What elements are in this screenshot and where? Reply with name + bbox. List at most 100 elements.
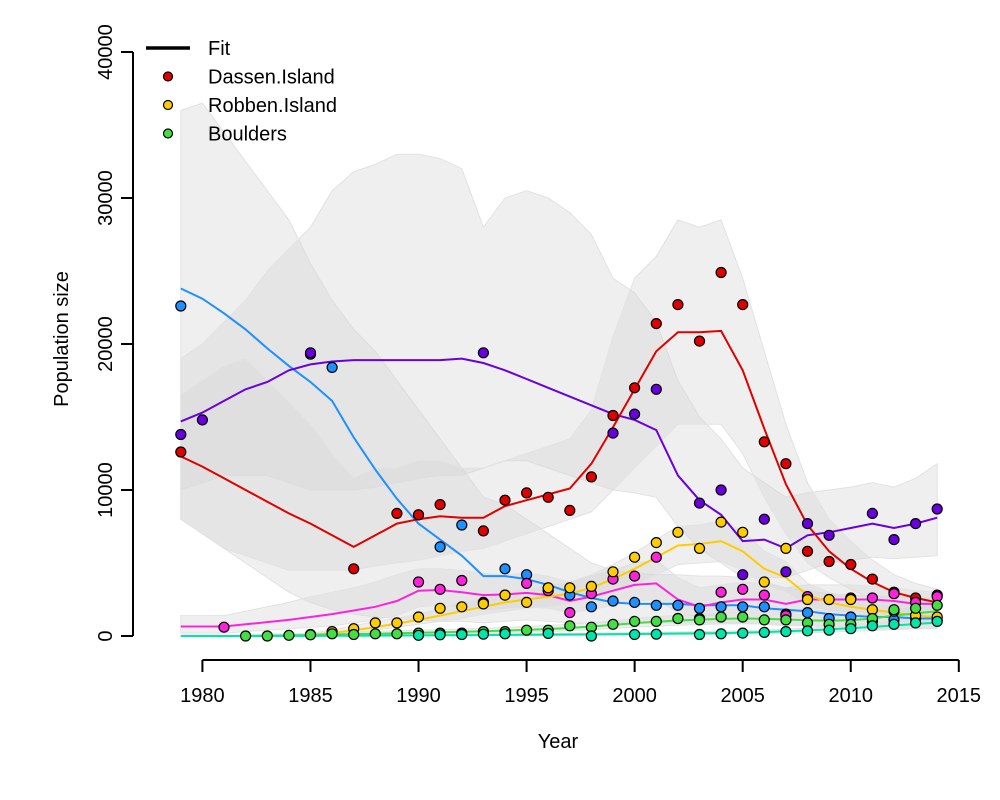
data-point-5-13 <box>564 582 576 594</box>
data-point-3-14 <box>650 318 662 330</box>
x-tick-label: 2015 <box>937 685 982 707</box>
data-point-6-3 <box>283 629 295 641</box>
data-point-2-5 <box>607 427 619 439</box>
data-point-7-2 <box>434 629 446 641</box>
x-tick-label: 1985 <box>288 685 333 707</box>
x-tick-label: 1980 <box>180 685 225 707</box>
data-point-6-22 <box>693 614 706 626</box>
data-point-3-8 <box>520 487 533 499</box>
data-point-7-3 <box>456 628 468 641</box>
data-point-2-10 <box>737 569 749 581</box>
data-point-3-13 <box>628 382 641 394</box>
data-point-2-6 <box>628 408 641 420</box>
legend-point-swatch <box>162 99 174 111</box>
data-point-5-8 <box>456 601 468 613</box>
data-point-3-19 <box>758 436 770 448</box>
legend: Fit Dassen.Island Robben.Island Boulders <box>146 38 337 146</box>
data-point-5-6 <box>412 611 425 623</box>
legend-label: Robben.Island <box>208 95 337 117</box>
data-point-5-10 <box>499 589 511 601</box>
data-point-3-5 <box>434 499 446 511</box>
data-point-6-5 <box>326 628 338 640</box>
data-point-4-7 <box>520 577 533 590</box>
data-point-4-22 <box>866 592 879 604</box>
x-tick-label: 1990 <box>396 685 441 707</box>
data-point-1-1 <box>175 300 187 312</box>
data-point-5-15 <box>607 566 619 578</box>
data-point-6-25 <box>758 614 770 626</box>
data-point-7-9 <box>650 628 662 640</box>
data-point-5-20 <box>715 516 727 528</box>
data-point-3-15 <box>672 299 684 311</box>
data-point-7-18 <box>866 620 879 632</box>
data-point-3-9 <box>542 491 554 503</box>
data-point-1-19 <box>758 601 770 613</box>
data-point-3-4 <box>412 509 425 521</box>
data-point-3-2 <box>348 563 360 575</box>
data-point-4-3 <box>434 583 446 595</box>
y-tick-label: 30000 <box>95 170 117 226</box>
data-point-1-11 <box>585 601 598 613</box>
data-point-6-23 <box>715 611 727 623</box>
data-point-6-26 <box>780 614 792 626</box>
data-point-6-33 <box>931 599 943 611</box>
data-point-3-20 <box>780 458 792 470</box>
fit-line-2 <box>180 357 938 550</box>
data-point-3-22 <box>823 555 835 568</box>
data-point-5-24 <box>801 593 814 606</box>
data-point-7-16 <box>823 624 835 636</box>
data-point-1-7 <box>499 563 511 575</box>
observed-points <box>175 266 943 642</box>
data-point-2-9 <box>715 484 727 496</box>
data-point-2-18 <box>931 503 943 515</box>
data-point-5-12 <box>542 582 554 594</box>
data-point-5-11 <box>520 596 533 609</box>
data-point-1-16 <box>693 602 706 614</box>
data-point-1-5 <box>434 541 446 553</box>
data-point-7-5 <box>499 628 511 640</box>
data-point-4-23 <box>888 588 900 600</box>
data-point-6-18 <box>607 618 619 630</box>
legend-label: Dassen.Island <box>208 67 335 89</box>
data-point-5-5 <box>391 617 403 629</box>
data-point-1-21 <box>801 606 814 619</box>
data-point-4-13 <box>650 551 662 563</box>
data-point-4-12 <box>628 570 641 582</box>
data-point-3-10 <box>564 504 576 516</box>
data-point-4-9 <box>564 606 576 619</box>
data-point-6-6 <box>348 628 360 641</box>
data-point-7-12 <box>737 627 749 639</box>
data-point-2-14 <box>823 529 835 541</box>
data-point-6-7 <box>369 628 381 640</box>
axes: 1980 1985 1990 1995 2000 2005 2010 2015 0 10000 2… <box>51 24 981 753</box>
data-point-5-19 <box>693 542 706 555</box>
data-point-3-1 <box>175 446 187 458</box>
data-point-7-17 <box>845 623 857 635</box>
data-point-6-14 <box>520 624 533 636</box>
x-axis-ticks: 1980 1985 1990 1995 2000 2005 2010 2015 <box>180 660 981 707</box>
x-tick-label: 2010 <box>829 685 874 707</box>
data-point-4-4 <box>456 574 468 587</box>
data-point-7-6 <box>542 627 554 640</box>
data-point-7-10 <box>693 628 706 641</box>
data-point-4-1 <box>218 621 230 633</box>
data-point-5-23 <box>780 542 792 555</box>
x-axis-title: Year <box>538 731 579 753</box>
data-point-6-19 <box>628 615 641 628</box>
data-point-2-1 <box>175 428 187 441</box>
data-point-2-3 <box>304 347 317 359</box>
data-point-1-12 <box>607 595 619 607</box>
legend-label: Fit <box>208 38 231 60</box>
data-point-7-7 <box>585 630 598 642</box>
fit-line-3 <box>180 329 938 604</box>
data-point-6-24 <box>737 611 749 623</box>
legend-point-swatch <box>162 71 174 82</box>
data-point-5-7 <box>434 602 446 614</box>
legend-point-swatch <box>162 128 174 139</box>
y-axis-title: Population size <box>51 271 73 407</box>
data-point-4-17 <box>758 589 770 601</box>
data-point-1-14 <box>650 599 662 611</box>
data-point-2-8 <box>693 497 706 509</box>
data-point-5-18 <box>672 526 684 538</box>
data-point-7-15 <box>801 625 814 637</box>
